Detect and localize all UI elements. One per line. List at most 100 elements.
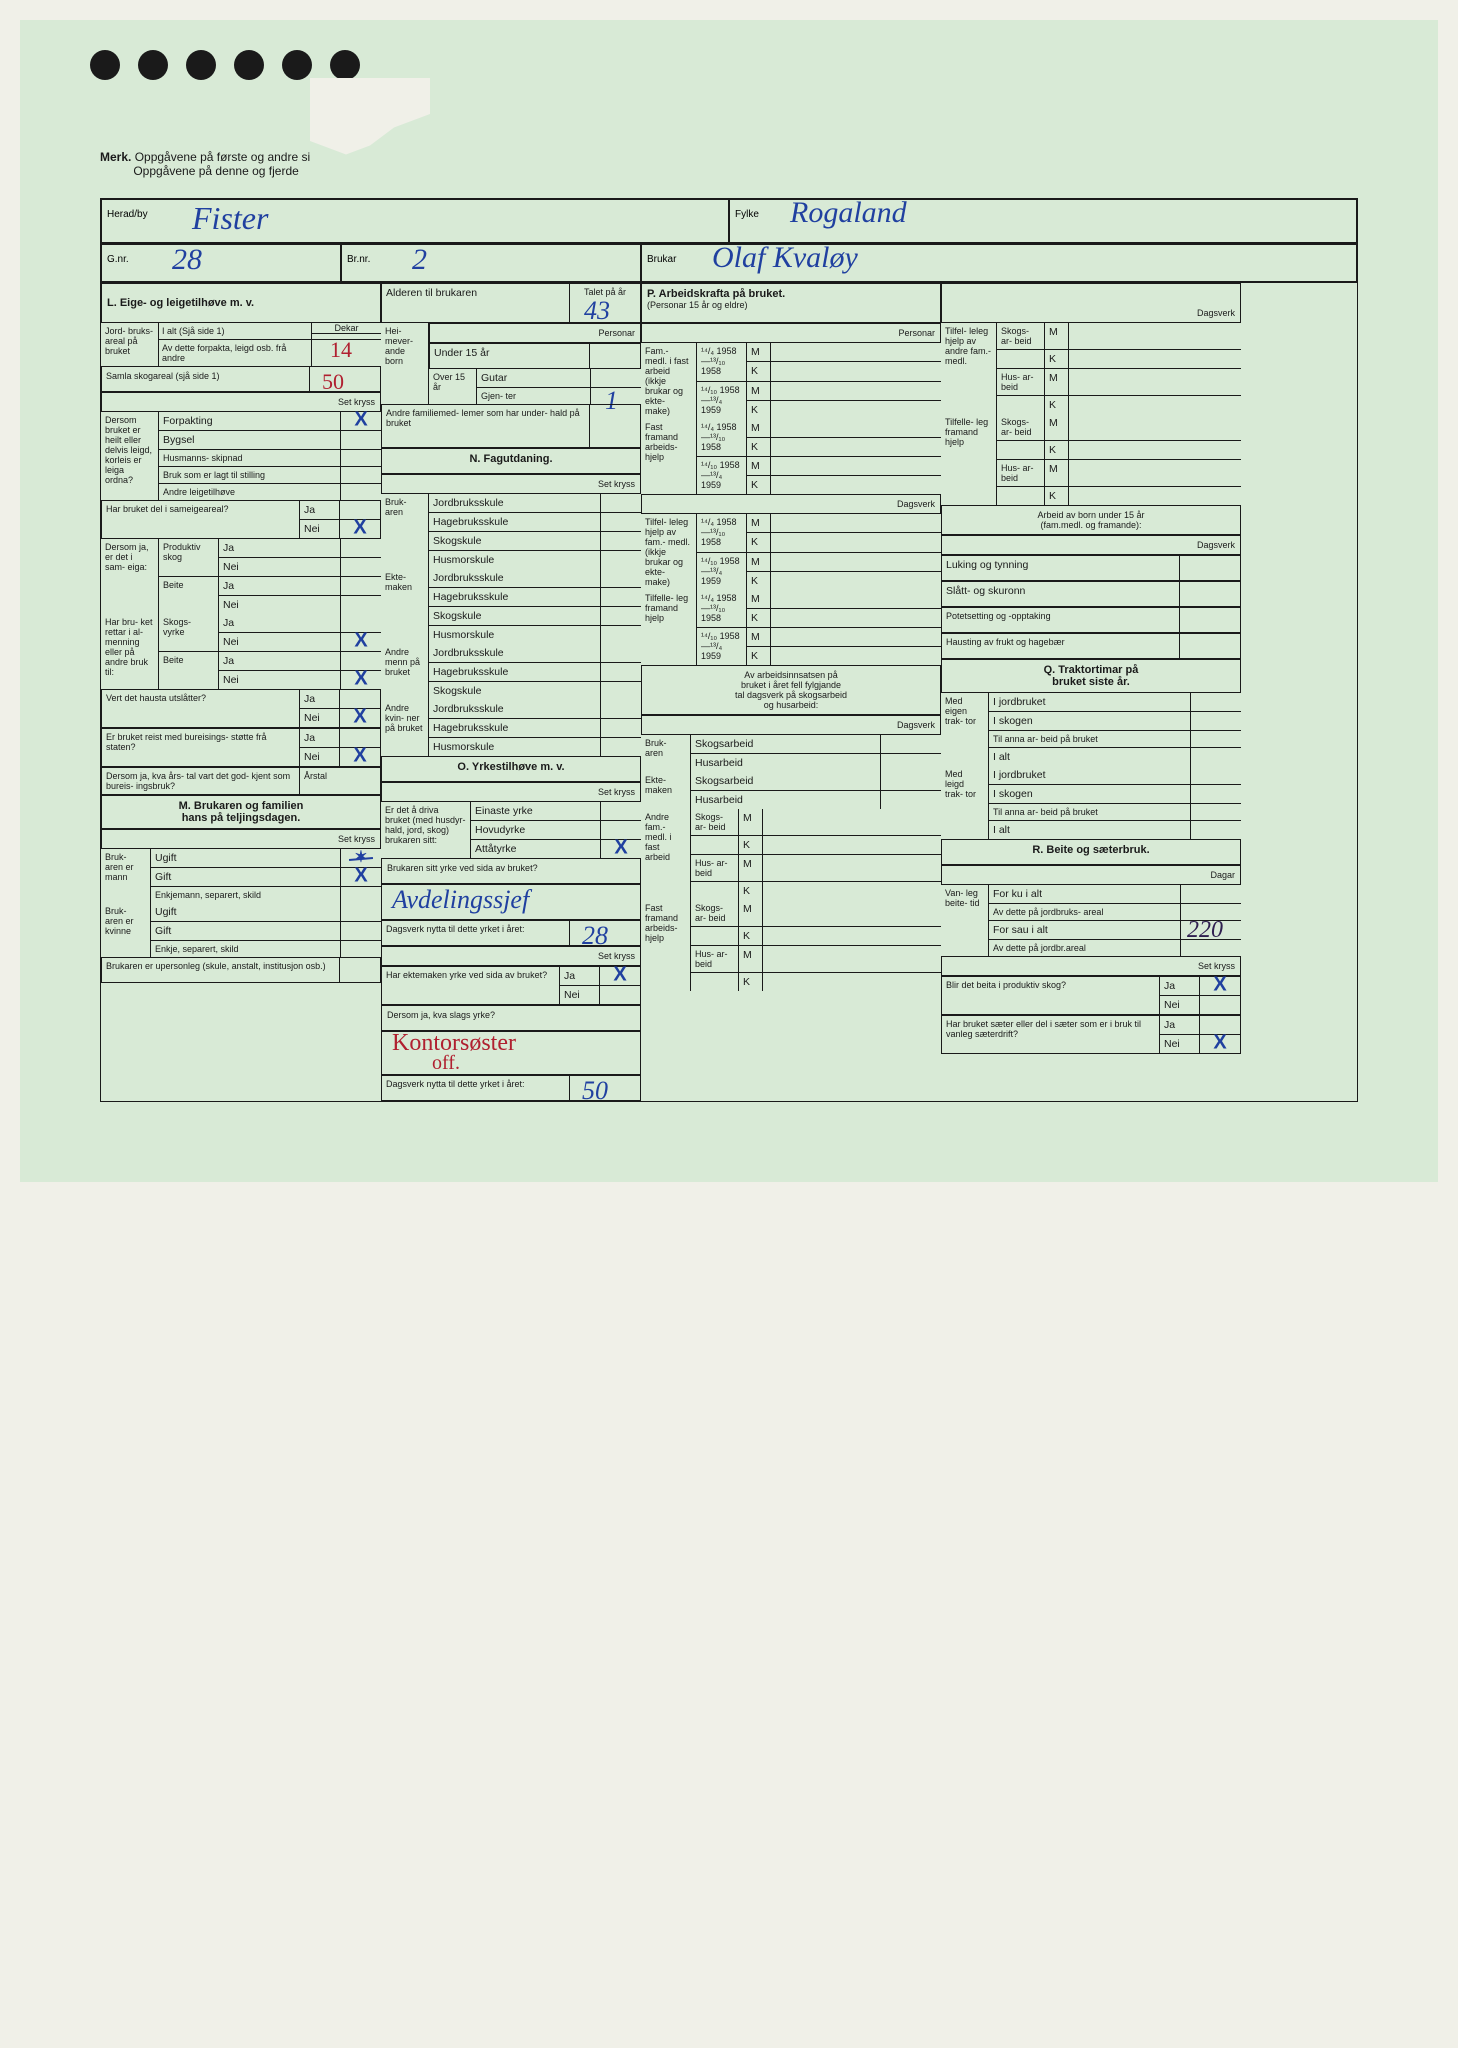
m-enkje2: Enkje, separert, skild	[151, 941, 341, 957]
section-m-title: M. Brukaren og familien hans på teljings…	[101, 795, 381, 829]
l-ialt: I alt (Sjå side 1)	[159, 323, 311, 339]
l-beite: Beite	[159, 577, 219, 614]
r-luking: Luking og tynning	[942, 556, 1180, 580]
r-forsau: For sau i alt	[989, 921, 1181, 939]
x-beita-ja: X	[1213, 973, 1226, 996]
section-o-title: O. Yrkestilhøve m. v.	[381, 756, 641, 782]
n-ektemaken: Ekte- maken	[381, 569, 429, 644]
l-forpakting: Forpakting	[159, 412, 341, 430]
m-mann: Bruk- aren er mann	[101, 849, 151, 903]
c-gutar: Gutar	[477, 369, 591, 387]
p-tilfelleframand: Tilfelle- leg framand hjelp	[641, 590, 697, 665]
m-upersonleg: Brukaren er upersonleg (skule, anstalt, …	[102, 958, 340, 982]
brukar-label: Brukar	[647, 254, 676, 265]
o-dagsverk2: Dagsverk nytta til dette yrket i året:	[382, 1076, 570, 1100]
l-harbruket: Har bruket del i sameigeareal?	[102, 501, 300, 538]
r-avdettejord2: Av dette på jordbr.areal	[989, 940, 1181, 956]
l-bygsel: Bygsel	[159, 431, 341, 449]
m-gift: Gift	[151, 868, 341, 886]
form-page: Merk. Oppgåvene på første og andre si Op…	[20, 20, 1438, 1182]
r-arbeid-born: Arbeid av born under 15 år (fam.medl. og…	[941, 505, 1241, 535]
o-brukaren-yrke: Brukaren sitt yrke ved sida av bruket?	[381, 858, 641, 884]
n-andrekvinner: Andre kvin- ner på bruket	[381, 700, 429, 756]
n-brukaren: Bruk- aren	[381, 494, 429, 569]
l-arstal: Årstal	[304, 771, 376, 781]
brnr-label: Br.nr.	[347, 254, 370, 265]
x-attat: X	[614, 836, 627, 859]
c-andrefam: Andre familiemed- lemer som har under- h…	[382, 405, 590, 447]
l-avdette: Av dette forpakta, leigd osb. frå andre	[159, 340, 311, 366]
x-utslatter-nei: X	[353, 705, 366, 728]
m-setkryss: Set kryss	[101, 829, 381, 849]
section-p-title: P. Arbeidskrafta på bruket.	[647, 288, 935, 300]
x-bureising-nei: X	[353, 744, 366, 767]
p-fammedl: Fam.- medl. i fast arbeid (ikkje brukar …	[641, 343, 697, 419]
r-dagsverk-hdr: Dagsverk	[941, 283, 1241, 323]
l-ialt-val: 14	[330, 337, 352, 363]
r-harbruket: Har bruket sæter eller del i sæter som e…	[942, 1016, 1160, 1053]
c-gjenter: Gjen- ter	[477, 388, 591, 404]
gnr-value: 28	[172, 243, 202, 277]
p-tilfellefam: Tilfel- leleg hjelp av fam.- medl. (ikkj…	[641, 514, 697, 590]
p-fastframand: Fast framand arbeids- hjelp	[641, 419, 697, 494]
l-nei-1: Nei	[300, 520, 340, 538]
r-forsau-val: 220	[1187, 917, 1223, 944]
l-andre-leige: Andre leigetilhøve	[159, 484, 341, 500]
c-personar: Personar	[429, 323, 641, 343]
l-husmann: Husmanns- skipnad	[159, 450, 341, 466]
fylke-value: Rogaland	[790, 196, 907, 230]
x-forpakting: X	[354, 408, 367, 431]
x-sameieareal-nei: X	[353, 516, 366, 539]
l-dersom: Dersom bruket er heilt eller delvis leig…	[101, 412, 159, 500]
heradby-label: Herad/by	[107, 209, 148, 220]
o-erdet: Er det å driva bruket (med husdyr- hald,…	[381, 802, 471, 858]
header-row-2: G.nr. 28 Br.nr. 2 Brukar Olaf Kvaløy	[100, 243, 1358, 282]
x-ekteyrke-ja: X	[613, 963, 626, 986]
merk-note: Merk. Oppgåvene på første og andre si Op…	[100, 150, 1358, 178]
r-dagar: Dagar	[941, 865, 1241, 885]
section-r-title: R. Beite og sæterbruk.	[941, 839, 1241, 865]
p-dagsverk-hdr: Dagsverk	[641, 494, 941, 514]
main-form-grid: L. Eige- og leigetilhøve m. v. Jord- bru…	[100, 282, 1358, 1102]
x-saeter-nei: X	[1213, 1031, 1226, 1054]
q-medeigen: Med eigen trak- tor	[941, 693, 989, 766]
c-over15: Over 15 år	[429, 369, 477, 404]
x-skogsvyrke-nei: X	[354, 629, 367, 652]
l-skogsvyrke: Skogs- vyrke	[159, 614, 219, 651]
x-beite-nei: X	[354, 667, 367, 690]
r-vanleg: Van- leg beite- tid	[941, 885, 989, 956]
merk-line1: Oppgåvene på første og andre si	[135, 150, 310, 164]
o-dagsverk2-val: 50	[582, 1076, 608, 1106]
r-setkryss: Set kryss	[941, 956, 1241, 976]
brukar-value: Olaf Kvaløy	[712, 241, 858, 275]
r-hausting: Hausting av frukt og hagebær	[942, 634, 1180, 658]
l-samla: Samla skogareal (sjå side 1)	[102, 367, 310, 391]
header-row: Herad/by Fister Fylke Rogaland	[100, 198, 1358, 243]
col-4: Dagsverk Tilfel- leleg hjelp av andre fa…	[941, 283, 1241, 1101]
merk-line2: Oppgåvene på denne og fjerde	[133, 164, 298, 178]
l-dersomja2: Dersom ja, kva års- tal vart det god- kj…	[102, 768, 300, 794]
fylke-label: Fylke	[735, 209, 759, 220]
r-forku: For ku i alt	[989, 885, 1181, 903]
l-harbru: Har bru- ket rettar i al- menning eller …	[101, 614, 159, 689]
c-talet-val: 43	[584, 296, 610, 326]
o-einaste: Einaste yrke	[471, 802, 601, 820]
c-alderen: Alderen til brukaren	[382, 284, 570, 322]
r-avdettejord: Av dette på jordbruks- areal	[989, 904, 1181, 920]
n-andremenn: Andre menn på bruket	[381, 644, 429, 700]
punch-holes	[90, 50, 360, 80]
r-blir: Blir det beita i produktiv skog?	[942, 977, 1160, 1014]
q-medleigd: Med leigd trak- tor	[941, 766, 989, 839]
l-produktiv: Produktiv skog	[159, 539, 219, 576]
p-av-arbeids: Av arbeidsinnsatsen på bruket i året fel…	[641, 665, 941, 715]
o-brukaren-yrke-val: Avdelingssjef	[392, 885, 529, 915]
col-3: P. Arbeidskrafta på bruket. (Personar 15…	[641, 283, 941, 1101]
x-gift: X	[354, 864, 367, 887]
m-ugift: Ugift	[151, 849, 341, 867]
o-dagsverk1: Dagsverk nytta til dette yrket i året:	[382, 921, 570, 945]
l-erbruket: Er bruket reist med bureisings- støtte f…	[102, 729, 300, 766]
c-heimeverande: Hei- mever- ande born	[381, 323, 429, 404]
heradby-value: Fister	[192, 200, 268, 237]
col-1: L. Eige- og leigetilhøve m. v. Jord- bru…	[101, 283, 381, 1101]
p-personar: Personar	[641, 323, 941, 343]
